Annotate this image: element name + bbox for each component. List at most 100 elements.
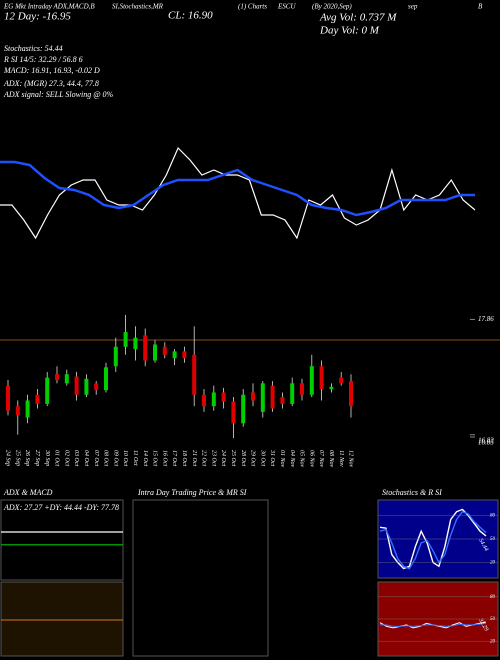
date-label: 30 Oct [259, 449, 265, 466]
header-text: ESCU [277, 3, 296, 11]
date-label: 04 Nov [289, 450, 296, 468]
date-label: 21 Oct [191, 450, 197, 466]
price-label: 16.83 [478, 437, 494, 445]
candle-body [319, 366, 324, 390]
candle-body [290, 383, 295, 404]
candle-body [6, 385, 10, 411]
candle-body [25, 400, 30, 418]
date-label: 28 Oct [240, 450, 246, 466]
date-label: 10 Oct [122, 450, 128, 466]
date-label: 02 Oct [63, 450, 69, 466]
date-label: 08 Oct [103, 450, 109, 466]
candle-body [104, 367, 108, 391]
candle-body [35, 394, 40, 404]
date-label: 06 Nov [308, 450, 314, 468]
date-label: 23 Oct [210, 450, 216, 466]
candle-body [221, 392, 226, 402]
candle-body [55, 374, 59, 380]
header-text: B [478, 3, 483, 11]
candle-body [162, 346, 167, 355]
date-label: 30 Sep [44, 449, 50, 466]
candle-body [94, 383, 99, 391]
day-change: 12 Day: -16.95 [4, 11, 71, 23]
date-label: 11 Nov [338, 450, 344, 467]
candle-body [64, 374, 69, 384]
candle-body [15, 406, 20, 416]
day-volume: Day Vol: 0 M [319, 25, 380, 37]
candle-body [270, 385, 275, 409]
candle-body [172, 351, 177, 359]
stat-line: ADX signal: SELL Slowing @ 0% [3, 90, 114, 99]
date-label: 05 Nov [299, 450, 305, 468]
candle-body [84, 378, 89, 395]
candle-body [300, 383, 304, 395]
date-label: 03 Oct [73, 450, 79, 466]
price-label: 16.85 [478, 438, 494, 446]
date-label: 18 Oct [181, 450, 187, 466]
macd-panel [0, 581, 124, 657]
tick-label: 80 [490, 514, 496, 519]
date-label: 11 Oct [132, 450, 138, 466]
date-label: 25 Sep [14, 450, 20, 466]
price-label: 17.86 [478, 315, 494, 323]
candle-body [260, 383, 265, 412]
candle-body [153, 344, 157, 361]
candle-body [143, 335, 148, 361]
date-label: 04 Oct [83, 450, 90, 466]
header-text: sep [408, 3, 418, 11]
candle-body [339, 377, 344, 384]
candle-body [133, 337, 138, 350]
candle-body [45, 377, 50, 404]
candle-body [329, 386, 334, 390]
panel-title: ADX & MACD [3, 488, 53, 497]
candle-body [280, 397, 285, 404]
date-label: 26 Sep [24, 450, 30, 466]
header-text: EG Mkt Intraday ADX,MACD,B [3, 3, 95, 11]
stat-line: MACD: 16.91, 16.93, -0.02 D [3, 66, 100, 75]
date-label: 08 Nov [328, 450, 334, 468]
indicator-line [0, 146, 476, 240]
date-label: 24 Oct [220, 450, 227, 466]
date-label: 29 Oct [250, 450, 256, 466]
tick-label: 20 [490, 561, 496, 566]
date-label: 12 Nov [348, 450, 354, 468]
candle-body [74, 376, 79, 395]
date-label: 07 Oct [93, 450, 99, 466]
candle-body [251, 392, 255, 401]
tick-label: 20 [490, 639, 496, 644]
candle-body [202, 394, 206, 407]
candle-body [182, 351, 187, 359]
stat-line: ADX: (MGR) 27.3, 44.4, 77.8 [3, 79, 99, 88]
tick-label: 50 [490, 537, 496, 542]
intraday-panel [132, 499, 269, 657]
panel-title: Intra Day Trading Price & MR SI [137, 488, 247, 497]
date-label: 31 Oct [269, 449, 275, 466]
candle-body [211, 392, 216, 407]
candle-body [231, 401, 236, 424]
candle-body [123, 331, 128, 347]
candle-body [241, 394, 246, 424]
indicator-line [379, 510, 487, 570]
adx-values: ADX: 27.27 +DY: 44.44 -DY: 77.78 [3, 503, 119, 512]
date-label: 01 Oct [54, 450, 60, 466]
panel-title: Stochastics & R SI [382, 488, 442, 497]
header-text: SI,Stochastics,MR [112, 3, 164, 11]
date-label: 25 Oct [230, 450, 236, 466]
date-label: 17 Oct [171, 450, 177, 466]
candle-body [349, 381, 353, 407]
indicator-line [380, 622, 487, 627]
avg-volume: Avg Vol: 0.737 M [319, 12, 397, 24]
adx-panel [0, 499, 124, 581]
tick-label: 50 [490, 617, 496, 622]
header-text: (By 2020,Sep) [312, 3, 352, 11]
stat-line: Stochastics: 54.44 [4, 44, 63, 53]
date-label: 22 Oct [201, 450, 207, 466]
header-text: (1) Charts [238, 3, 267, 11]
indicator-line [0, 160, 475, 217]
close-price: CL: 16.90 [168, 10, 213, 22]
date-label: 07 Nov [318, 450, 324, 468]
date-label: 27 Sep [34, 450, 40, 466]
date-label: 24 Sep [5, 450, 12, 466]
tick-label: 80 [490, 595, 496, 600]
